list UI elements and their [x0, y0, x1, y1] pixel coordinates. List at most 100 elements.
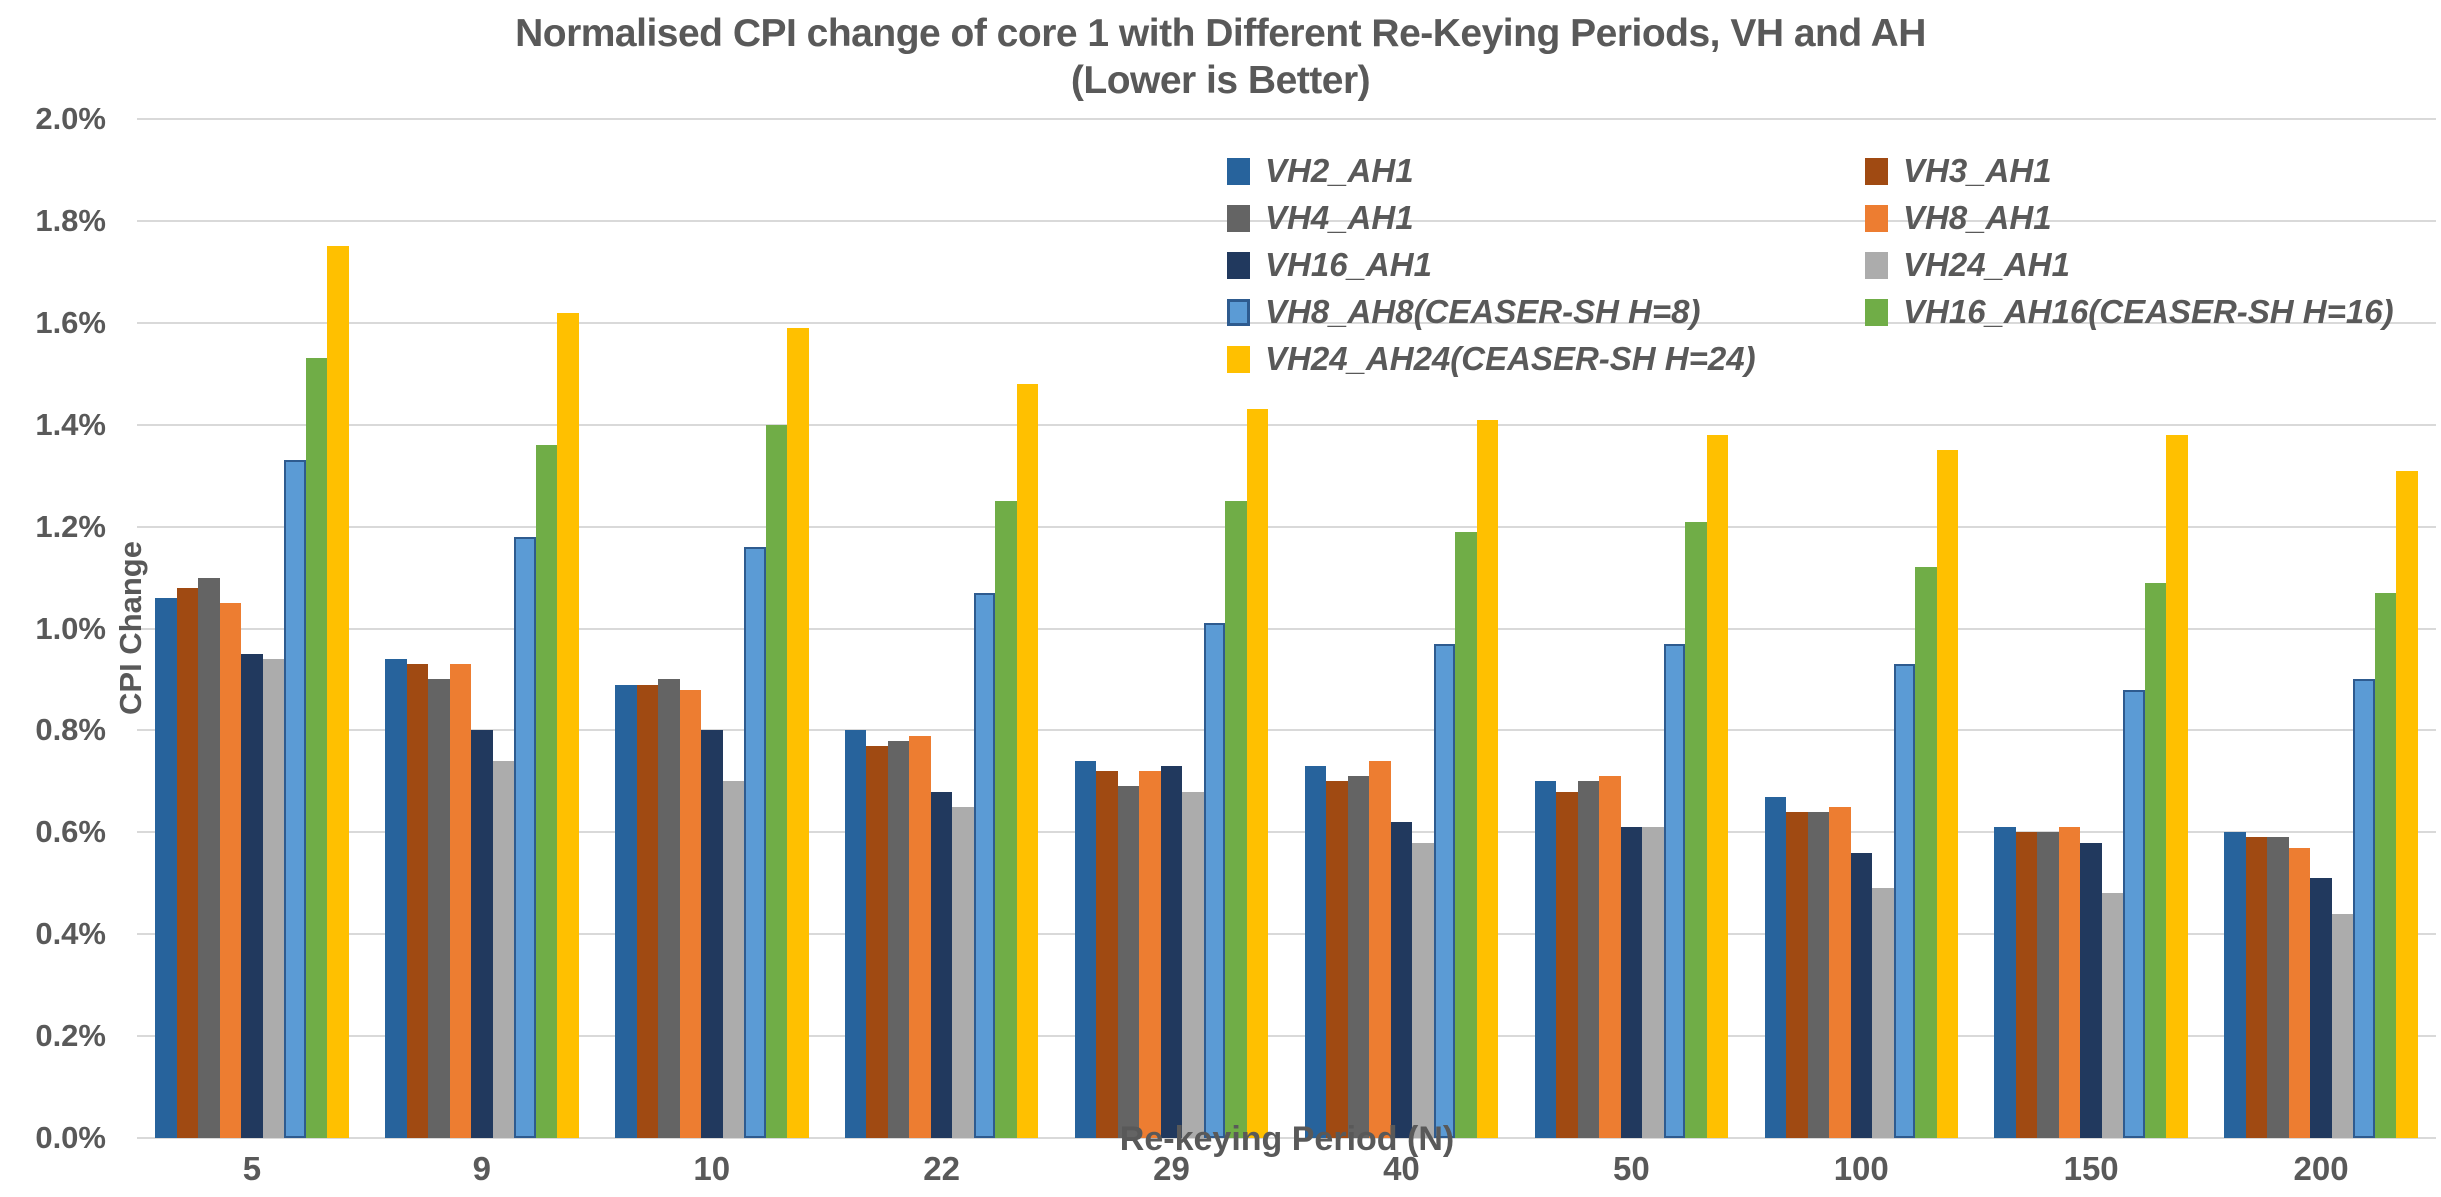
gridline — [137, 1137, 2436, 1139]
bar-VH3_AH1-n22 — [866, 745, 888, 1138]
bar-VH8_AH1-n100 — [1829, 806, 1851, 1138]
bar-VH4_AH1-n100 — [1807, 811, 1829, 1138]
bar-VH16_AH1-n100 — [1850, 852, 1872, 1138]
legend-swatch — [1865, 298, 1888, 326]
legend-label: VH4_AH1 — [1265, 199, 1414, 236]
bar-VH16_AH1-n22 — [930, 791, 953, 1138]
plot-area — [137, 119, 2436, 1138]
bar-VH24_AH1-n40 — [1412, 842, 1434, 1138]
bar-VH16_AH1-n10 — [701, 730, 723, 1138]
x-axis-title: Re-keying Period (N) — [1119, 1120, 1455, 1158]
gridline — [137, 831, 2436, 834]
bar-VH8_AH1-n40 — [1369, 760, 1391, 1138]
legend-label: VH24_AH24(CEASER-SH H=24) — [1265, 340, 1756, 377]
y-axis-tick-label: 0.2% — [35, 1018, 106, 1054]
legend-label: VH2_AH1 — [1265, 152, 1414, 189]
x-axis-tick-label: 5 — [242, 1150, 262, 1187]
legend-label: VH16_AH1 — [1265, 246, 1432, 283]
x-axis-tick-label: 50 — [1612, 1150, 1650, 1187]
legend-label: VH3_AH1 — [1903, 152, 2052, 189]
legend-swatch — [1865, 251, 1888, 279]
x-axis-tick-label: 100 — [1833, 1150, 1889, 1187]
bar-VH16_AH16(CEASER-SH H=16)-n200 — [2374, 592, 2397, 1138]
bar-VH8_AH8(CEASER-SH H=8)-n150 — [2123, 689, 2145, 1138]
bar-VH24_AH1-n10 — [722, 781, 744, 1138]
bar-VH24_AH24(CEASER-SH H=24)-n5 — [327, 246, 349, 1138]
bar-VH8_AH1-n22 — [909, 735, 931, 1138]
bar-VH3_AH1-n40 — [1326, 781, 1348, 1138]
x-axis-tick-label: 150 — [2063, 1150, 2119, 1187]
bar-VH2_AH1-n100 — [1764, 796, 1786, 1138]
legend-swatch — [1227, 251, 1250, 279]
bar-VH8_AH1-n200 — [2288, 847, 2311, 1138]
bar-VH16_AH16(CEASER-SH H=16)-n150 — [2144, 582, 2167, 1138]
bar-VH4_AH1-n5 — [198, 577, 220, 1138]
x-axis-tick-label: 10 — [693, 1150, 731, 1187]
bar-VH2_AH1-n150 — [1994, 827, 2016, 1138]
bar-VH16_AH1-n9 — [471, 730, 493, 1138]
legend-label: VH24_AH1 — [1903, 246, 2070, 283]
bar-VH24_AH24(CEASER-SH H=24)-n29 — [1246, 409, 1269, 1138]
y-axis-title: CPI Change — [113, 541, 148, 715]
bar-VH16_AH16(CEASER-SH H=16)-n29 — [1225, 501, 1247, 1138]
y-axis-tick-label: 0.8% — [35, 712, 106, 748]
bar-VH24_AH24(CEASER-SH H=24)-n50 — [1706, 434, 1729, 1138]
bar-VH16_AH16(CEASER-SH H=16)-n40 — [1455, 531, 1477, 1138]
bar-VH8_AH1-n150 — [2058, 827, 2081, 1138]
y-axis-tick-label: 1.6% — [35, 304, 106, 340]
bar-VH2_AH1-n9 — [385, 659, 407, 1138]
y-axis-tick-label: 0.0% — [35, 1120, 106, 1155]
legend-item-VH8_AH8(CEASER-SH H=8): VH8_AH8(CEASER-SH H=8) — [1227, 293, 1701, 331]
bar-VH16_AH16(CEASER-SH H=16)-n9 — [535, 445, 558, 1138]
y-axis-tick-label: 0.6% — [35, 814, 106, 850]
bar-VH2_AH1-n200 — [2224, 832, 2246, 1138]
gridline — [137, 627, 2436, 630]
legend-item-VH8_AH1: VH8_AH1 — [1865, 199, 2052, 237]
y-axis-tick-label: 0.4% — [35, 916, 106, 952]
bar-VH2_AH1-n5 — [155, 597, 177, 1138]
bar-VH8_AH8(CEASER-SH H=8)-n29 — [1203, 623, 1226, 1138]
bar-VH16_AH1-n29 — [1160, 766, 1183, 1138]
chart-title: Normalised CPI change of core 1 with Dif… — [0, 10, 2441, 104]
bar-VH2_AH1-n22 — [844, 730, 867, 1138]
legend-item-VH3_AH1: VH3_AH1 — [1865, 152, 2052, 190]
bar-VH8_AH8(CEASER-SH H=8)-n22 — [973, 592, 996, 1138]
chart-title-line1: Normalised CPI change of core 1 with Dif… — [515, 12, 1926, 55]
bar-VH24_AH24(CEASER-SH H=24)-n150 — [2166, 434, 2188, 1138]
bar-VH24_AH1-n150 — [2101, 893, 2124, 1138]
bar-VH16_AH1-n150 — [2080, 842, 2102, 1138]
bar-VH2_AH1-n40 — [1304, 766, 1327, 1138]
bar-VH16_AH16(CEASER-SH H=16)-n50 — [1685, 521, 1707, 1138]
gridline — [137, 219, 2436, 222]
bar-VH3_AH1-n150 — [2015, 832, 2038, 1138]
bar-VH8_AH1-n10 — [679, 689, 701, 1138]
bar-VH16_AH1-n40 — [1390, 822, 1413, 1138]
bar-VH8_AH8(CEASER-SH H=8)-n50 — [1663, 643, 1686, 1138]
bar-VH4_AH1-n200 — [2267, 837, 2289, 1138]
legend-item-VH16_AH1: VH16_AH1 — [1227, 246, 1432, 284]
bar-VH24_AH24(CEASER-SH H=24)-n22 — [1016, 383, 1039, 1138]
gridline — [137, 1035, 2436, 1038]
bar-VH3_AH1-n29 — [1096, 771, 1118, 1138]
x-axis-tick-label: 29 — [1153, 1150, 1190, 1187]
gridline — [137, 729, 2436, 732]
bar-VH24_AH24(CEASER-SH H=24)-n200 — [2396, 470, 2418, 1138]
bar-VH16_AH16(CEASER-SH H=16)-n10 — [765, 424, 787, 1138]
y-axis-tick-label: 1.4% — [35, 406, 106, 442]
legend-swatch — [1227, 204, 1250, 232]
x-axis-tick-label: 9 — [472, 1150, 492, 1187]
legend-item-VH4_AH1: VH4_AH1 — [1227, 199, 1414, 237]
bar-VH3_AH1-n50 — [1556, 791, 1578, 1138]
bar-VH16_AH16(CEASER-SH H=16)-n22 — [995, 501, 1017, 1138]
bar-VH16_AH1-n50 — [1620, 827, 1643, 1138]
bar-VH3_AH1-n9 — [406, 664, 429, 1138]
bar-VH24_AH24(CEASER-SH H=24)-n10 — [787, 327, 809, 1138]
legend-swatch — [1227, 157, 1250, 185]
legend-item-VH2_AH1: VH2_AH1 — [1227, 152, 1414, 190]
legend-item-VH24_AH1: VH24_AH1 — [1865, 246, 2070, 284]
gridline — [137, 321, 2436, 324]
legend-swatch — [1865, 204, 1888, 232]
legend-label: VH16_AH16(CEASER-SH H=16) — [1903, 293, 2394, 330]
chart-title-line2: (Lower is Better) — [1070, 59, 1371, 102]
x-axis-tick-label: 40 — [1383, 1150, 1420, 1187]
